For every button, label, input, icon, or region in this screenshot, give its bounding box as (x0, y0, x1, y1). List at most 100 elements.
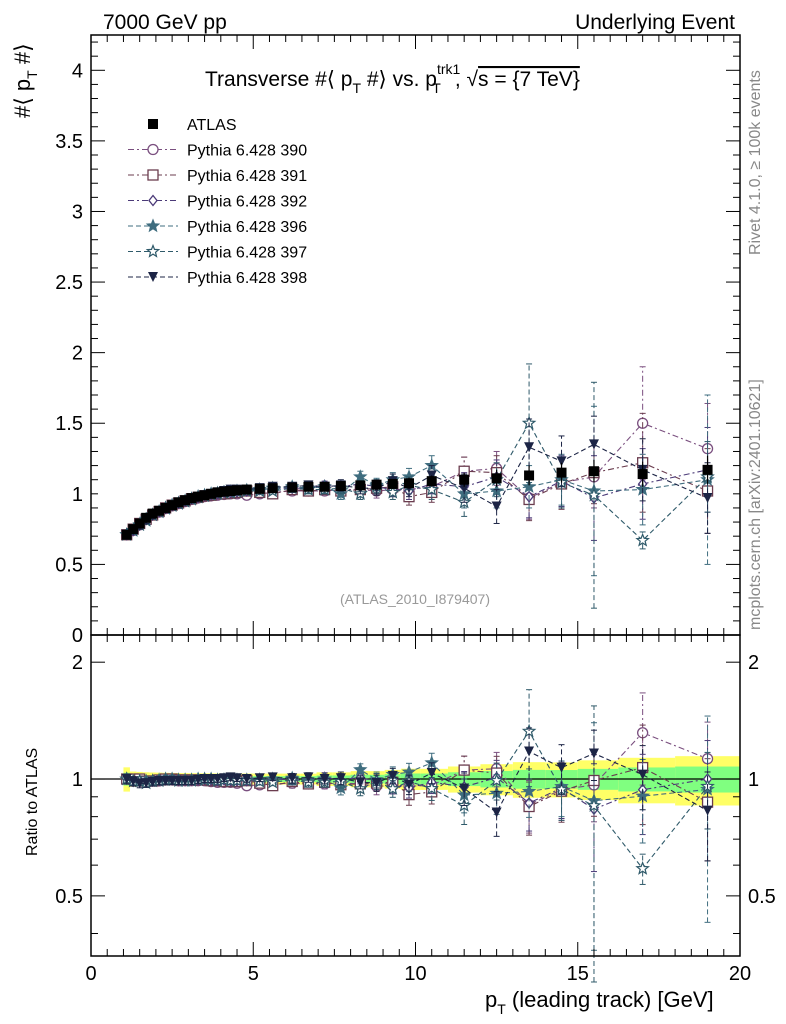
y-tick-label: 1 (72, 484, 83, 506)
ratio-point (556, 762, 567, 773)
data-point (173, 497, 184, 508)
ratio-point (147, 776, 158, 787)
data-point (387, 478, 398, 489)
data-point (232, 485, 243, 496)
legend-marker (145, 218, 161, 233)
ratio-point (404, 779, 415, 790)
ratio-point (173, 775, 184, 786)
ratio-tick-label: 0.5 (55, 886, 83, 908)
ratio-point (635, 860, 650, 875)
series-line (126, 469, 708, 536)
series-pythia-6-428-391 (121, 412, 714, 541)
ratio-point (212, 774, 223, 785)
ratio-series-pythia-6-428-398 (121, 727, 713, 862)
y-tick-label: 4 (72, 60, 83, 82)
data-point (556, 467, 567, 478)
data-point (303, 481, 314, 492)
series-point (524, 442, 535, 453)
ratio-point (524, 746, 535, 757)
data-point (160, 502, 171, 513)
ratio-point (586, 798, 602, 812)
legend-marker (147, 143, 159, 156)
ratio-tick-label: 2 (748, 652, 759, 674)
series-pythia-6-428-396 (119, 394, 715, 577)
series-point (385, 484, 401, 499)
series-point (459, 483, 470, 494)
ratio-point (267, 772, 278, 783)
data-point (193, 491, 204, 502)
legend-label: Pythia 6.428 390 (187, 143, 307, 160)
x-tick-label: 15 (567, 963, 589, 985)
ratio-point (199, 774, 210, 785)
y-tick-label: 0.5 (55, 554, 83, 576)
series-point (588, 439, 599, 450)
header-right-label: Underlying Event (575, 11, 735, 34)
ratio-point (232, 773, 243, 784)
series-point (491, 501, 502, 512)
data-point (206, 488, 217, 499)
series-point (702, 493, 713, 504)
ratio-point (459, 783, 470, 794)
ratio-point (134, 778, 145, 789)
legend-marker (148, 194, 158, 207)
ratio-point (491, 807, 502, 818)
data-point (186, 493, 197, 504)
ratio-point (319, 774, 330, 785)
legend-label: Pythia 6.428 396 (187, 219, 307, 236)
ratio-point (254, 773, 265, 784)
data-point (241, 484, 252, 495)
ratio-series-pythia-6-428-397 (119, 689, 715, 983)
data-point (212, 487, 223, 498)
ratio-point (219, 773, 230, 784)
data-point (219, 486, 230, 497)
data-point (524, 470, 535, 481)
series-point (353, 469, 368, 484)
x-tick-label: 5 (248, 963, 259, 985)
series-point (424, 481, 439, 496)
series-point (556, 456, 567, 467)
ratio-y-axis-label: Ratio to ATLAS (24, 748, 41, 856)
data-point (404, 478, 415, 489)
data-point (225, 486, 236, 496)
data-point (355, 480, 366, 491)
ratio-point (303, 772, 314, 783)
legend-label: Pythia 6.428 398 (187, 270, 307, 287)
series-pythia-6-428-397 (119, 363, 715, 609)
ratio-tick-label: 1 (72, 769, 83, 791)
ratio-point (426, 767, 437, 778)
ratio-point (385, 781, 401, 795)
series-pythia-6-428-398 (121, 415, 713, 540)
ratio-point (167, 775, 178, 786)
ratio-point (154, 775, 165, 786)
data-point (459, 474, 470, 485)
ratio-point (180, 775, 191, 786)
y-tick-label: 2 (72, 343, 83, 365)
rivet-label: Rivet 4.1.0, ≥ 100k events (747, 70, 764, 255)
data-point (287, 482, 298, 493)
series-pythia-6-428-390 (121, 366, 714, 541)
x-tick-label: 10 (404, 963, 426, 985)
legend-label: Pythia 6.428 397 (187, 245, 307, 262)
ratio-point (206, 774, 217, 785)
data-point (147, 508, 158, 519)
ratio-tick-label: 0.5 (748, 886, 776, 908)
series-point (635, 532, 650, 547)
ratio-point (371, 778, 382, 789)
analysis-label: (ATLAS_2010_I879407) (340, 591, 490, 607)
series-atlas (121, 455, 713, 540)
legend-marker (145, 243, 161, 258)
legend-marker (148, 272, 158, 282)
data-point (254, 483, 265, 494)
axes-ticks: 0 5 10 15 20 0 0.5 1 1.5 2 2.5 3 3.5 4 0.5 0.5 1 1 2 2 (55, 35, 776, 985)
ratio-point (521, 783, 537, 798)
legend: ATLAS Pythia 6.428 390 Pythia 6.428 391 Pyt… (128, 117, 307, 287)
data-point (319, 481, 330, 492)
legend-marker-atlas (148, 119, 158, 129)
main-plot-area (119, 363, 715, 609)
data-point (121, 529, 132, 540)
series-line (126, 422, 708, 536)
ratio-point (353, 762, 368, 776)
y-tick-label: 0 (72, 625, 83, 647)
data-point (491, 473, 502, 484)
chart-title: Transverse #⟨ pT #⟩ vs. ptrk1 T, √s = {7 … (205, 61, 580, 96)
